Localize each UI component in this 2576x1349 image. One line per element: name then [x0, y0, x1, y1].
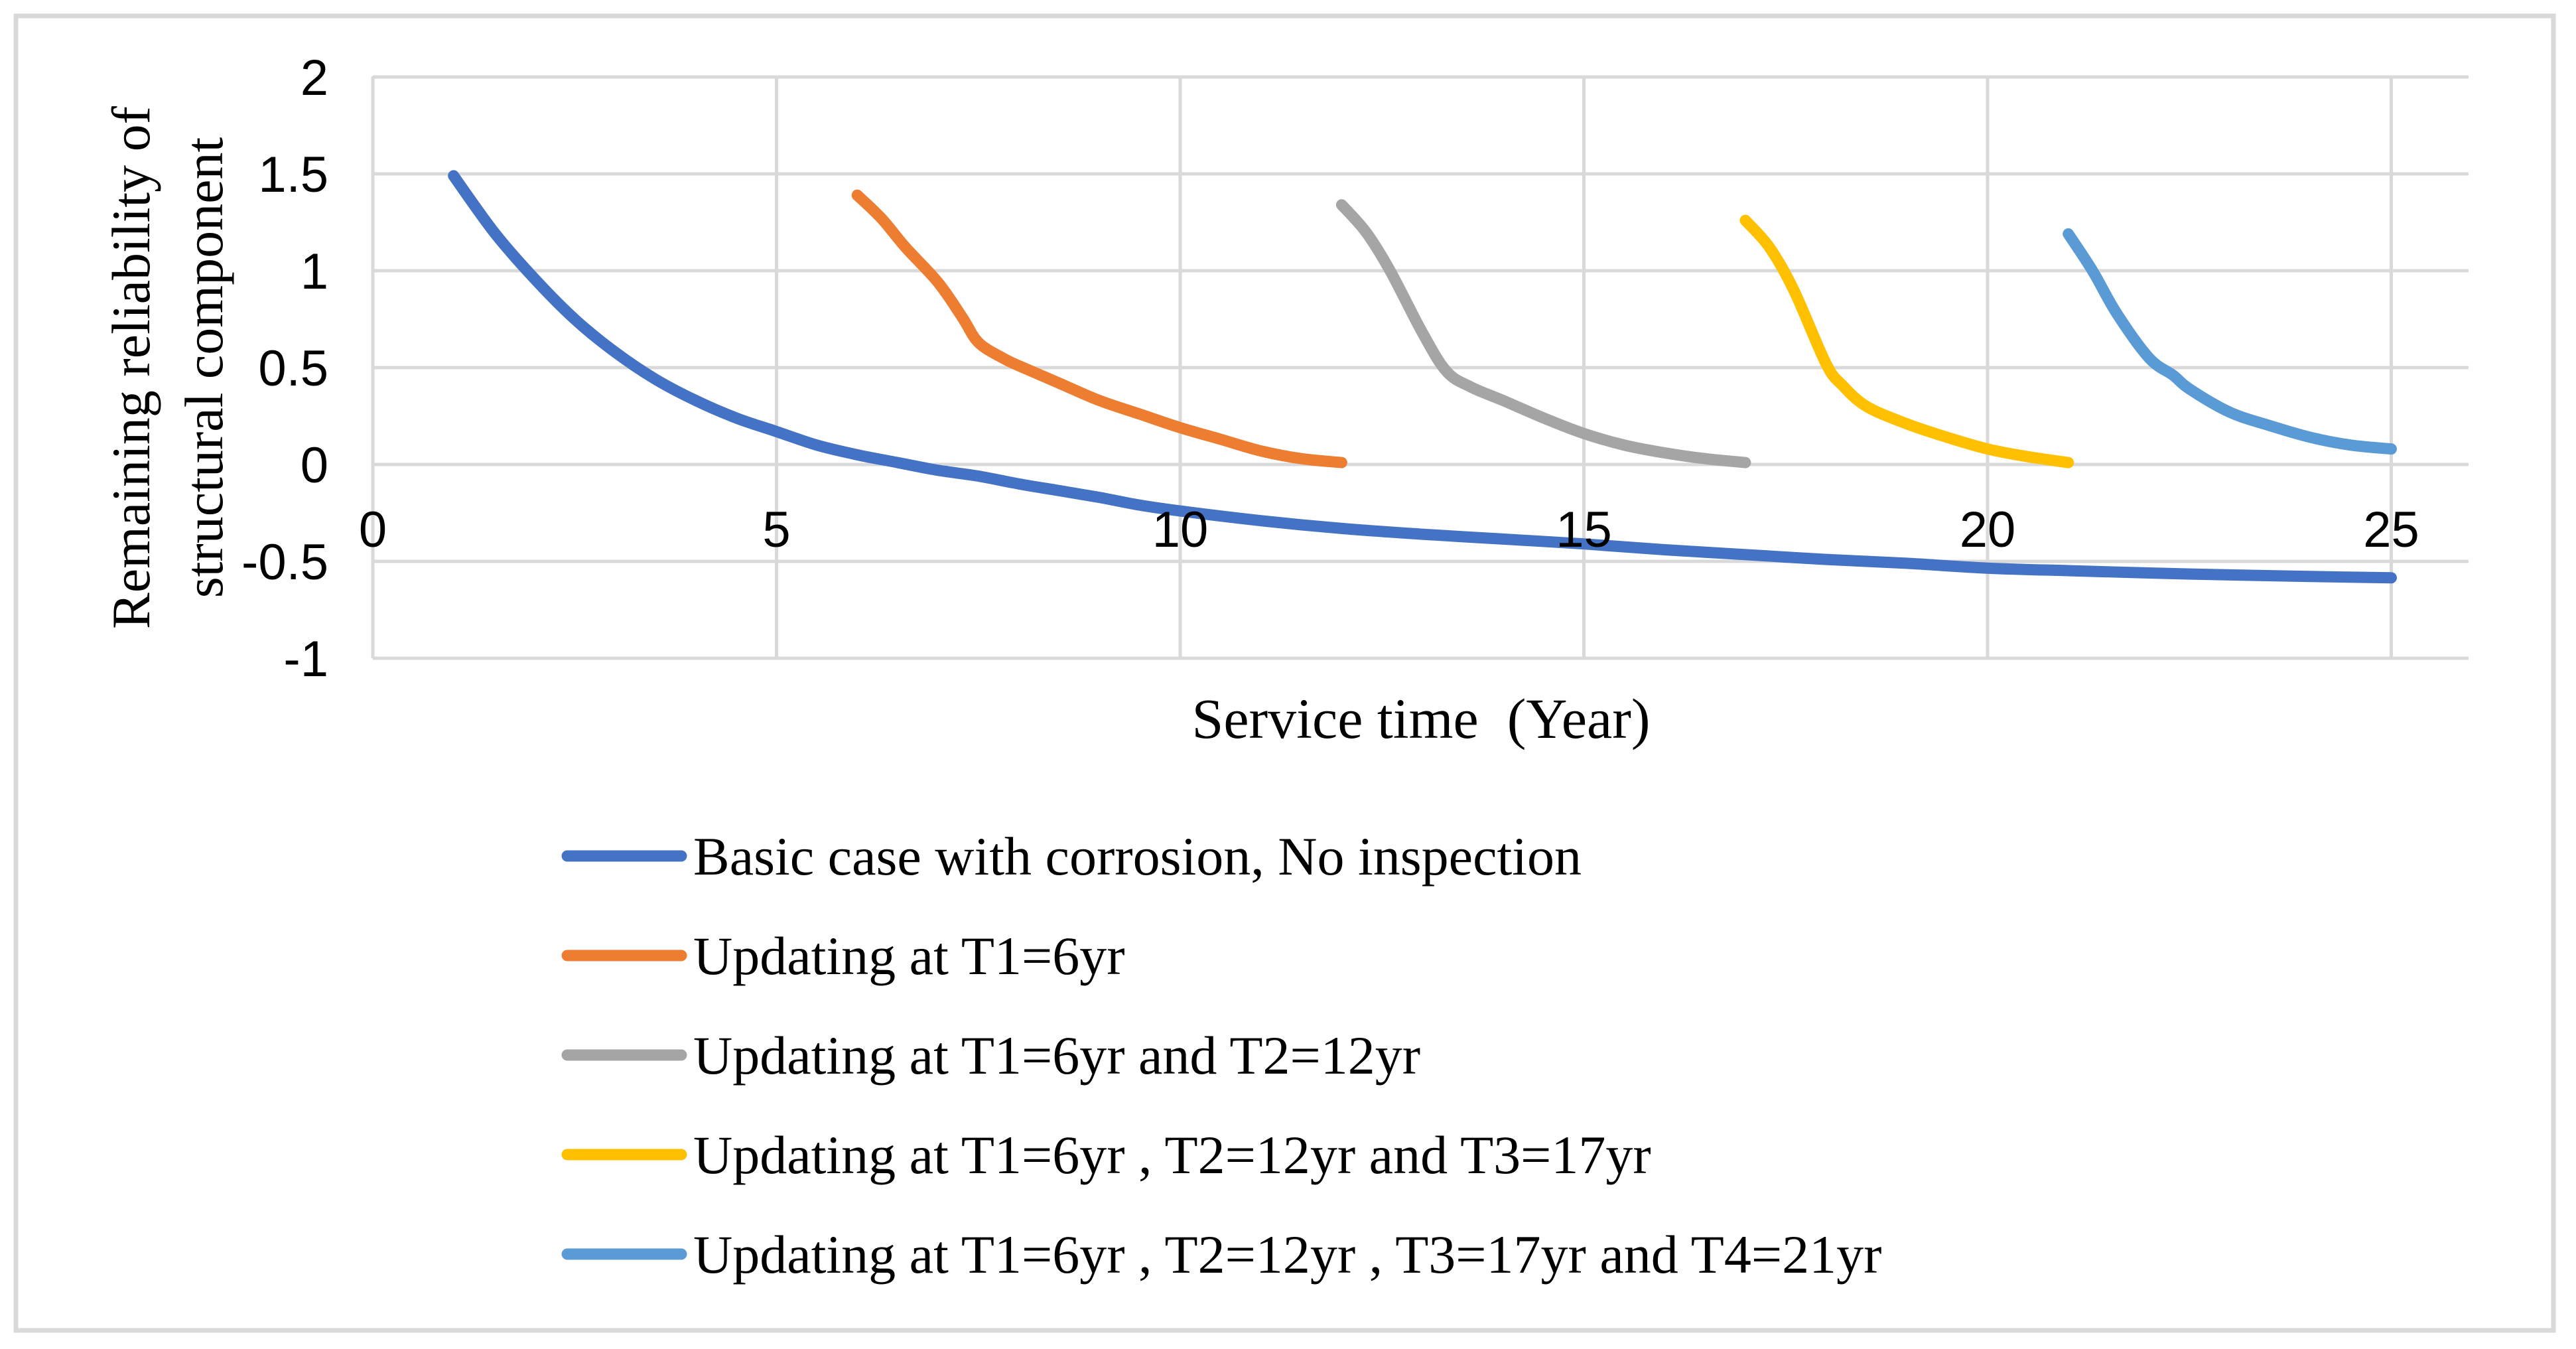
y-tick-label: 1	[301, 244, 328, 300]
y-axis-title: Remaining reliability of structural comp…	[101, 106, 234, 629]
y-tick-label: 0	[301, 437, 328, 494]
y-tick-label: 1.5	[258, 147, 328, 203]
y-tick-label: 2	[301, 50, 328, 106]
x-tick-label: 0	[359, 502, 387, 558]
y-axis-tick-labels: 2 1.5 1 0.5 0 -0.5 -1	[241, 50, 328, 687]
series-line-1	[851, 189, 1347, 468]
y-axis-title-line2: structural component	[174, 137, 234, 599]
legend-label: Updating at T1=6yr , T2=12yr , T3=17yr a…	[693, 1224, 1881, 1285]
x-tick-label: 5	[762, 502, 790, 558]
x-tick-label: 20	[1960, 502, 2016, 558]
x-tick-label: 25	[2363, 502, 2419, 558]
series-line-4	[2063, 228, 2397, 455]
y-tick-label: -1	[283, 631, 328, 687]
x-axis-tick-labels: 0 5 10 15 20 25	[359, 502, 2419, 558]
figure-frame	[13, 13, 2556, 1333]
series-curves	[448, 170, 2397, 584]
x-tick-label: 10	[1152, 502, 1209, 558]
legend-item: Updating at T1=6yr and T2=12yr	[561, 1025, 1420, 1086]
legend-label: Basic case with corrosion, No inspection	[693, 826, 1582, 887]
plot-gridlines	[371, 75, 2469, 660]
legend-item: Basic case with corrosion, No inspection	[561, 826, 1582, 887]
x-axis-title: Service time (Year)	[1192, 687, 1651, 750]
x-tick-label: 15	[1556, 502, 1612, 558]
legend-item: Updating at T1=6yr	[561, 926, 1125, 986]
y-tick-label: -0.5	[241, 534, 328, 591]
legend-item: Updating at T1=6yr , T2=12yr , T3=17yr a…	[561, 1224, 1881, 1285]
legend-label: Updating at T1=6yr and T2=12yr	[693, 1025, 1420, 1086]
series-line-2	[1335, 199, 1751, 468]
y-tick-label: 0.5	[258, 340, 328, 397]
series-line-3	[1739, 214, 2074, 468]
legend-label: Updating at T1=6yr	[693, 926, 1125, 986]
legend-item: Updating at T1=6yr , T2=12yr and T3=17yr	[561, 1125, 1651, 1185]
y-axis-title-line1: Remaining reliability of	[101, 106, 161, 629]
legend-label: Updating at T1=6yr , T2=12yr and T3=17yr	[693, 1125, 1651, 1185]
series-line-0	[448, 170, 2397, 584]
legend: Basic case with corrosion, No inspection…	[561, 826, 1881, 1285]
